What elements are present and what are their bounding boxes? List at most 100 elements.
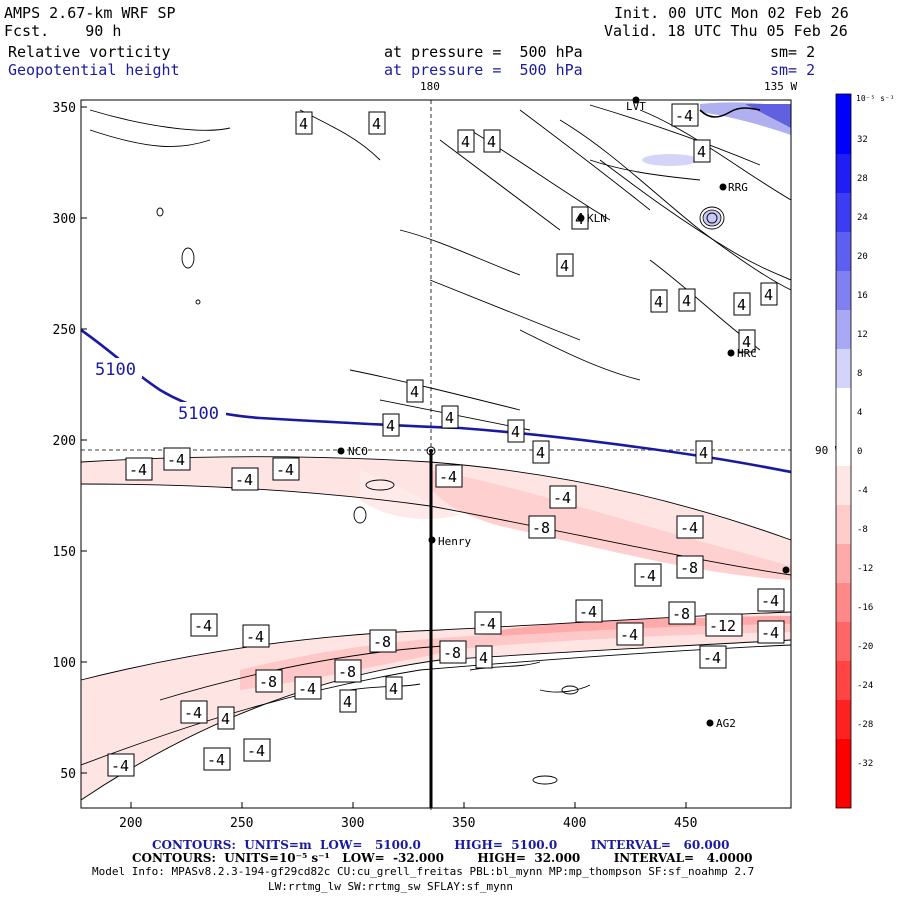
- svg-text:-4: -4: [207, 751, 225, 769]
- svg-text:20: 20: [857, 252, 868, 262]
- valid-time: Valid. 18 UTC Thu 05 Feb 26: [604, 22, 848, 40]
- y-axis-labels: 350 300 250 200 150 100 50: [53, 101, 76, 782]
- svg-text:4: 4: [479, 649, 488, 667]
- field2-name: Geopotential height: [8, 61, 180, 79]
- svg-text:4: 4: [487, 133, 496, 151]
- svg-text:16: 16: [857, 291, 868, 301]
- field2-smoothing: sm= 2: [770, 61, 816, 79]
- map-frame: [80, 99, 792, 809]
- svg-text:-8: -8: [672, 605, 690, 623]
- field1-level: at pressure = 500 hPa: [384, 43, 583, 61]
- svg-text:-4: -4: [246, 628, 264, 646]
- svg-text:4: 4: [372, 115, 381, 133]
- height-label-1: 5100: [95, 360, 136, 380]
- svg-text:Henry: Henry: [438, 535, 471, 548]
- svg-text:-4: -4: [857, 486, 868, 496]
- svg-text:-4: -4: [680, 519, 698, 537]
- svg-text:-4: -4: [761, 592, 779, 610]
- svg-text:LVT: LVT: [626, 100, 646, 113]
- footer-height-contours: CONTOURS: UNITS=m LOW= 5100.0 HIGH= 5100…: [152, 838, 730, 852]
- svg-text:RRG: RRG: [728, 181, 748, 194]
- svg-text:-8: -8: [857, 525, 868, 535]
- svg-text:-8: -8: [373, 633, 391, 651]
- svg-text:4: 4: [764, 286, 773, 304]
- svg-text:-4: -4: [235, 471, 253, 489]
- svg-text:4: 4: [299, 115, 308, 133]
- svg-text:-16: -16: [857, 603, 873, 613]
- svg-text:-4: -4: [439, 468, 457, 486]
- svg-text:350: 350: [53, 101, 76, 116]
- svg-text:-4: -4: [167, 451, 185, 469]
- svg-text:8: 8: [857, 369, 862, 379]
- svg-text:50: 50: [60, 767, 76, 782]
- height-label-bg-2: [176, 402, 226, 422]
- height-label-bg-1: [92, 358, 142, 378]
- svg-text:300: 300: [53, 212, 76, 227]
- svg-text:-4: -4: [579, 603, 597, 621]
- svg-text:350: 350: [452, 816, 475, 831]
- model-title: AMPS 2.67-km WRF SP: [4, 4, 176, 22]
- station-ag2: AG2: [706, 717, 736, 730]
- svg-text:28: 28: [857, 174, 868, 184]
- svg-text:-4: -4: [553, 489, 571, 507]
- svg-text:4: 4: [445, 409, 454, 427]
- svg-text:-4: -4: [298, 680, 316, 698]
- label-180: 180: [420, 80, 440, 93]
- svg-text:4: 4: [699, 444, 708, 462]
- init-time: Init. 00 UTC Mon 02 Feb 26: [614, 4, 849, 22]
- svg-text:-4: -4: [761, 624, 779, 642]
- svg-text:300: 300: [341, 816, 364, 831]
- svg-text:4: 4: [511, 423, 520, 441]
- x-axis-labels: 200 250 300 350 400 450: [119, 816, 697, 831]
- svg-text:HRC: HRC: [737, 347, 757, 360]
- svg-text:4: 4: [560, 257, 569, 275]
- svg-text:-4: -4: [129, 461, 147, 479]
- coastline: [699, 107, 761, 118]
- svg-text:4: 4: [682, 292, 691, 310]
- svg-text:4: 4: [857, 408, 862, 418]
- svg-text:-8: -8: [532, 519, 550, 537]
- station-hrc: HRC: [727, 347, 757, 360]
- svg-text:400: 400: [563, 816, 586, 831]
- svg-text:-4: -4: [194, 617, 212, 635]
- svg-text:-4: -4: [675, 107, 693, 125]
- svg-text:AG2: AG2: [716, 717, 736, 730]
- footer-physics-info: LW:rrtmg_lw SW:rrtmg_sw SFLAY:sf_mynn: [268, 880, 514, 893]
- station-nco: NCO: [337, 445, 368, 458]
- svg-text:-8: -8: [443, 644, 461, 662]
- footer-model-info: Model Info: MPASv8.2.3-194-gf29cd82c CU:…: [92, 865, 755, 878]
- svg-text:4: 4: [536, 444, 545, 462]
- station-henry: Henry: [428, 535, 471, 548]
- svg-text:200: 200: [119, 816, 142, 831]
- svg-text:4: 4: [389, 680, 398, 698]
- svg-text:NCO: NCO: [348, 445, 368, 458]
- svg-text:4: 4: [697, 143, 706, 161]
- svg-text:-12: -12: [709, 617, 736, 635]
- footer-vorticity-contours: CONTOURS: UNITS=10⁻⁵ s⁻¹ LOW= -32.000 HI…: [132, 851, 753, 865]
- svg-text:4: 4: [737, 296, 746, 314]
- field1-name: Relative vorticity: [8, 43, 171, 61]
- field2-level: at pressure = 500 hPa: [384, 61, 583, 79]
- svg-text:-4: -4: [111, 757, 129, 775]
- height-label-2: 5100: [178, 404, 219, 424]
- svg-text:-8: -8: [680, 559, 698, 577]
- svg-text:-8: -8: [259, 673, 277, 691]
- svg-text:4: 4: [410, 383, 419, 401]
- svg-text:100: 100: [53, 656, 76, 671]
- svg-text:250: 250: [230, 816, 253, 831]
- svg-text:-20: -20: [857, 642, 873, 652]
- axis-ticks: [81, 106, 687, 808]
- station-kln: KLN: [577, 212, 607, 225]
- svg-text:-4: -4: [638, 567, 656, 585]
- svg-text:4: 4: [461, 133, 470, 151]
- svg-text:-4: -4: [620, 626, 638, 644]
- svg-text:4: 4: [654, 293, 663, 311]
- contour-value-labels: 4 4 4 4 -4 4 4 4 4 4 4 4 4 4 4 4 4 4 4 -…: [107, 103, 785, 777]
- field1-smoothing: sm= 2: [770, 43, 816, 61]
- label-135w: 135 W: [764, 80, 797, 93]
- svg-text:-4: -4: [703, 649, 721, 667]
- colorbar-units: 10⁻⁵ s⁻¹: [856, 94, 895, 103]
- svg-text:-12: -12: [857, 564, 873, 574]
- negative-vorticity-shading: [81, 456, 791, 800]
- forecast-hour: Fcst. 90 h: [4, 22, 122, 40]
